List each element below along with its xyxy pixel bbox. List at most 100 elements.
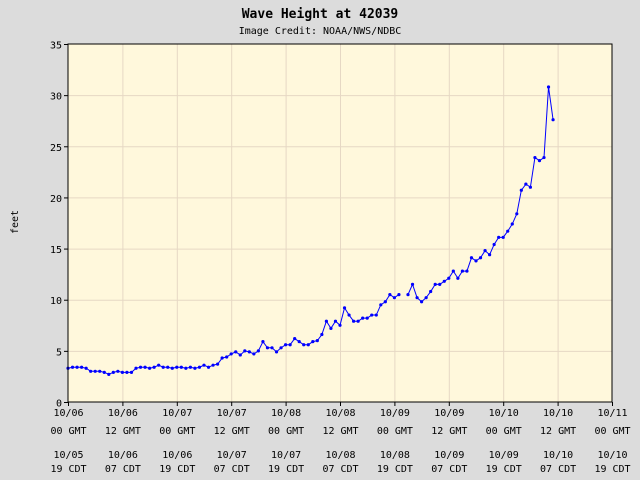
x-tick-label-gmt: 10/09	[380, 408, 410, 419]
data-point	[157, 363, 161, 367]
data-point	[166, 365, 170, 369]
x-tick-label-gmt: 12 GMT	[105, 426, 141, 437]
data-point	[206, 365, 211, 369]
data-point	[161, 365, 165, 369]
data-point	[515, 212, 519, 216]
data-point	[352, 319, 356, 323]
data-point	[175, 365, 179, 369]
x-tick-label-gmt: 10/11	[597, 408, 627, 419]
data-point	[442, 279, 446, 283]
data-point	[379, 303, 383, 307]
data-point	[225, 355, 229, 359]
chart-title: Wave Height at 42039	[242, 7, 399, 22]
data-point	[107, 372, 111, 376]
x-tick-label-cdt: 10/07	[271, 450, 301, 461]
data-point	[293, 336, 297, 341]
data-point	[333, 319, 338, 323]
data-point	[338, 323, 342, 327]
data-point	[70, 365, 75, 369]
data-point	[84, 366, 88, 370]
x-tick-label-cdt: 10/06	[162, 450, 192, 461]
x-tick-label-cdt: 10/08	[380, 450, 410, 461]
x-tick-label-gmt: 10/10	[489, 408, 519, 419]
data-point	[415, 296, 419, 300]
y-tick-label: 25	[50, 143, 62, 154]
data-point	[374, 313, 378, 317]
y-axis-ticks: 0 5 10 15 20 25 30 35	[50, 41, 68, 410]
x-tick-label-gmt: 00 GMT	[159, 426, 195, 437]
x-tick-label-cdt: 07 CDT	[540, 464, 576, 475]
data-point	[506, 229, 510, 233]
grid-lines	[68, 44, 612, 402]
data-point	[460, 269, 464, 273]
x-tick-label-cdt: 19 CDT	[377, 464, 413, 475]
x-tick-label-gmt: 12 GMT	[540, 426, 576, 437]
chart-subtitle: Image Credit: NOAA/NWS/NDBC	[239, 26, 402, 37]
data-point	[243, 349, 247, 353]
series-group	[66, 85, 555, 376]
data-point	[483, 249, 487, 253]
data-point	[429, 289, 433, 294]
y-tick-label: 0	[56, 399, 62, 410]
data-point	[197, 365, 202, 369]
data-point	[424, 296, 428, 300]
x-tick-label-gmt: 10/08	[325, 408, 355, 419]
data-point	[551, 118, 555, 122]
x-tick-label-gmt: 10/06	[53, 408, 83, 419]
y-tick-label: 30	[50, 92, 62, 103]
x-tick-label-cdt: 19 CDT	[268, 464, 304, 475]
data-point	[220, 356, 224, 360]
x-tick-label-cdt: 19 CDT	[486, 464, 522, 475]
data-point	[116, 369, 120, 373]
data-point	[102, 370, 106, 374]
x-tick-label-gmt: 10/06	[108, 408, 138, 419]
data-point	[143, 365, 147, 369]
x-tick-label-cdt: 10/06	[108, 450, 138, 461]
y-tick-label: 35	[50, 41, 62, 52]
x-tick-label-gmt: 00 GMT	[377, 426, 413, 437]
data-point	[320, 332, 324, 337]
data-point	[252, 352, 256, 356]
data-point	[234, 350, 238, 354]
data-point	[315, 339, 319, 343]
x-tick-label-gmt: 10/09	[434, 408, 464, 419]
data-point	[211, 363, 215, 367]
x-tick-label-cdt: 19 CDT	[159, 464, 195, 475]
x-tick-label-cdt: 19 CDT	[594, 464, 630, 475]
data-point	[265, 346, 270, 350]
x-tick-label-gmt: 10/07	[217, 408, 247, 419]
data-point	[279, 346, 283, 350]
data-point	[75, 365, 79, 369]
data-point	[410, 282, 415, 286]
data-point	[129, 370, 134, 374]
data-point	[270, 346, 274, 350]
data-point	[546, 85, 551, 89]
data-point	[433, 282, 437, 286]
x-tick-label-cdt: 10/10	[543, 450, 573, 461]
x-tick-label-gmt: 00 GMT	[594, 426, 630, 437]
data-point	[383, 300, 387, 304]
x-tick-label-cdt: 07 CDT	[322, 464, 358, 475]
data-point	[361, 316, 365, 320]
x-tick-label-gmt: 10/10	[543, 408, 573, 419]
data-point	[138, 365, 143, 369]
x-tick-label-cdt: 10/10	[597, 450, 627, 461]
data-point	[347, 313, 351, 317]
x-tick-label-cdt: 10/09	[434, 450, 464, 461]
data-point	[179, 365, 183, 369]
data-point	[365, 316, 369, 320]
y-tick-label: 10	[50, 296, 62, 307]
data-point	[297, 340, 301, 344]
data-point	[528, 185, 533, 189]
data-point	[501, 235, 505, 239]
data-point	[420, 300, 424, 304]
x-tick-label-cdt: 07 CDT	[431, 464, 467, 475]
data-point	[302, 343, 306, 347]
x-tick-label-gmt: 12 GMT	[214, 426, 250, 437]
data-point	[392, 296, 396, 300]
x-tick-label-cdt: 19 CDT	[50, 464, 86, 475]
data-point	[202, 363, 206, 367]
data-point	[288, 343, 292, 347]
